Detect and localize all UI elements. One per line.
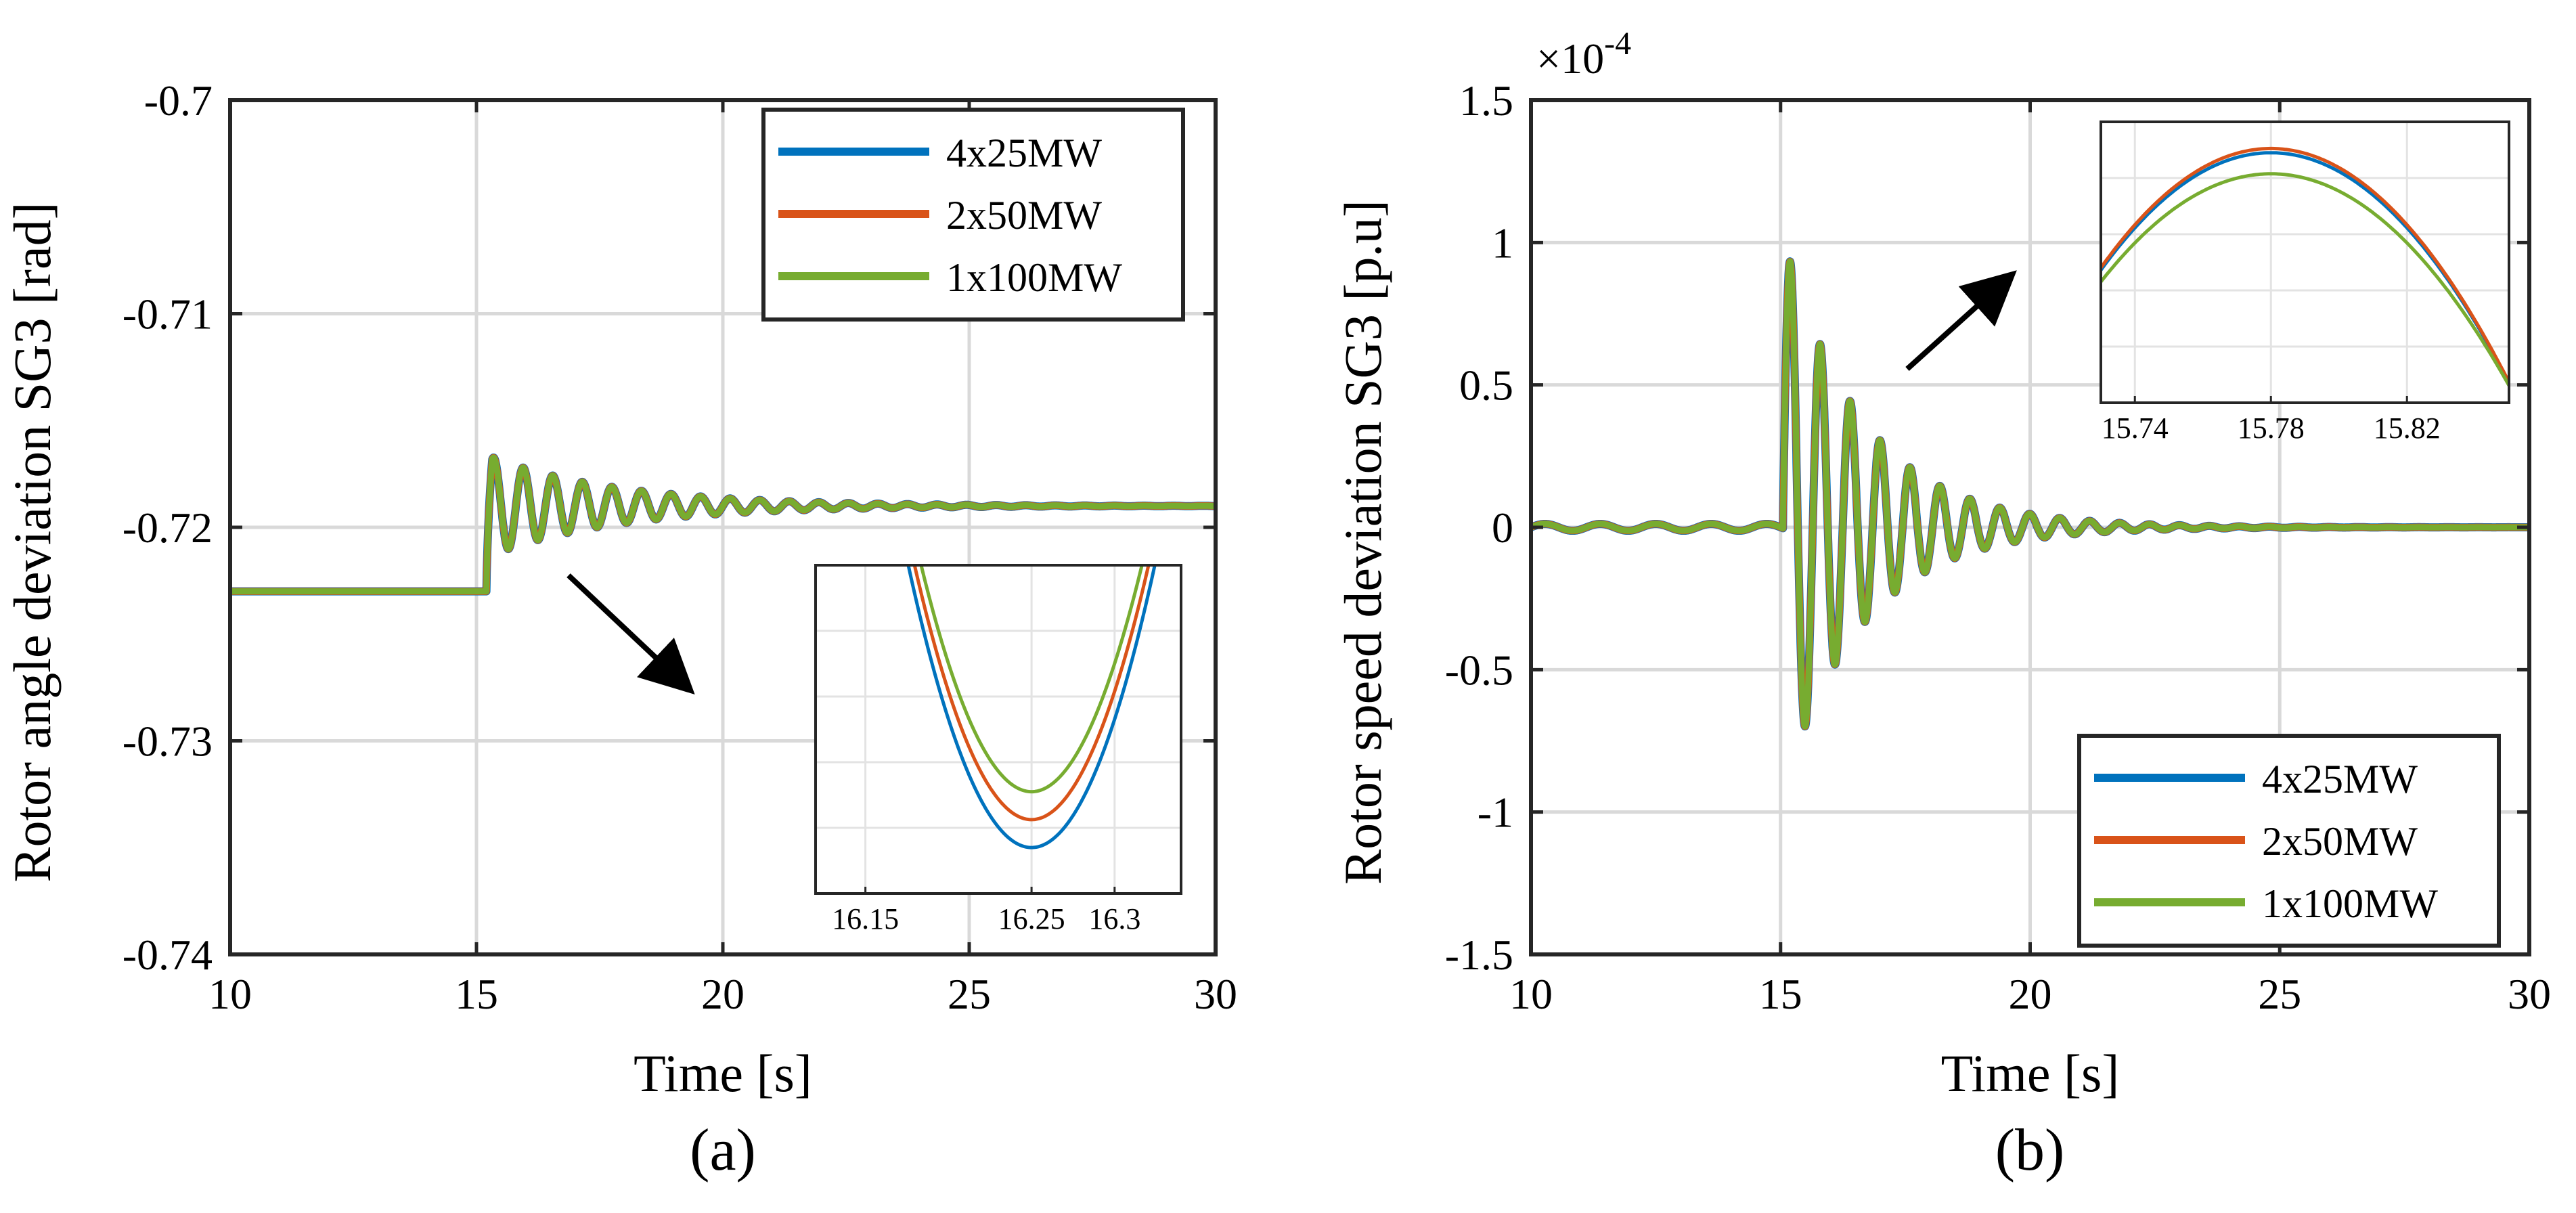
y-tick-label: 0.5 — [1459, 361, 1513, 410]
inset-box — [2100, 120, 2510, 404]
x-tick-label: 15 — [1759, 970, 1802, 1018]
y-tick-label: -1.5 — [1445, 931, 1513, 979]
x-tick-label: 20 — [2009, 970, 2052, 1018]
y-tick-label: -0.71 — [123, 290, 213, 338]
series-line-1x100MW — [230, 454, 1216, 595]
inset-series — [906, 565, 1157, 850]
inset-box — [814, 564, 1182, 895]
inset-plot-area — [816, 565, 1181, 894]
y-tick-label: -0.73 — [123, 718, 213, 766]
inset-x-tick-label: 16.3 — [1088, 902, 1140, 935]
inset-x-tick-label: 15.74 — [2102, 412, 2169, 445]
y-tick-label: -0.72 — [123, 504, 213, 552]
inset: 16.15 16.25 16.3 — [814, 564, 1182, 935]
inset-line-1x100MW — [2101, 172, 2509, 387]
legend-label: 1x100MW — [2262, 881, 2438, 926]
legend-label: 2x50MW — [946, 193, 1102, 238]
x-tick-label: 15 — [455, 970, 498, 1018]
y-exponent-label: ×10-4 — [1536, 26, 1631, 83]
y-tick-label: 0 — [1492, 504, 1513, 552]
y-tick-label: -0.7 — [144, 76, 213, 125]
x-tick-label: 20 — [701, 970, 745, 1018]
x-tick-label: 10 — [208, 970, 252, 1018]
inset-plot-area — [2101, 122, 2509, 403]
inset-line-1x100MW — [919, 565, 1144, 794]
x-tick-label: 25 — [2258, 970, 2301, 1018]
y-tick-label: 1.5 — [1459, 76, 1513, 125]
panel-a: 10 15 20 25 30 -0.74 -0.73 -0.72 -0.71 -0.7 Time [… — [3, 76, 1237, 1183]
series-lines — [1531, 257, 2529, 731]
inset-series — [2101, 146, 2509, 387]
x-tick-label: 30 — [1194, 970, 1237, 1018]
x-axis-label: Time [s] — [1941, 1044, 2120, 1103]
zoom-arrow — [1905, 270, 2017, 371]
y-tick-label: 1 — [1492, 219, 1513, 267]
inset-line-2x50MW — [2101, 146, 2509, 383]
tick-labels: 10 15 20 25 30 -0.74 -0.73 -0.72 -0.71 -0.7 — [123, 76, 1237, 1018]
x-tick-label: 30 — [2508, 970, 2551, 1018]
y-tick-label: -1 — [1478, 789, 1513, 837]
tick-labels: 10 15 20 25 30 -1.5 -1 -0.5 0 0.5 1 1.5 — [1445, 76, 2551, 1018]
series-lines — [230, 454, 1216, 596]
inset-x-tick-label: 15.78 — [2238, 412, 2305, 445]
zoom-arrow — [567, 573, 695, 694]
panel-label: (b) — [1995, 1118, 2065, 1183]
legend-label: 4x25MW — [946, 131, 1102, 175]
series-line-1x100MW — [1531, 258, 2529, 730]
inset-x-tick-label: 16.15 — [832, 902, 899, 935]
legend-label: 4x25MW — [2262, 757, 2418, 801]
legend: 4x25MW 2x50MW 1x100MW — [761, 108, 1185, 322]
x-axis-label: Time [s] — [634, 1044, 812, 1103]
y-axis-label: Rotor speed deviation SG3 [p.u] — [1333, 200, 1392, 885]
y-tick-label: -0.74 — [123, 931, 213, 979]
inset-line-4x25MW — [906, 565, 1157, 850]
legend-label: 2x50MW — [2262, 819, 2418, 864]
y-exponent-power: -4 — [1604, 26, 1631, 62]
panel-label: (a) — [690, 1118, 756, 1183]
inset-x-tick-label: 15.82 — [2374, 412, 2441, 445]
inset-line-2x50MW — [912, 565, 1151, 822]
inset-x-tick-label: 16.25 — [998, 902, 1065, 935]
legend: 4x25MW 2x50MW 1x100MW — [2077, 734, 2501, 948]
y-axis-label: Rotor angle deviation SG3 [rad] — [3, 202, 62, 882]
x-tick-label: 10 — [1509, 970, 1553, 1018]
legend-label: 1x100MW — [946, 255, 1122, 300]
panel-b: 10 15 20 25 30 -1.5 -1 -0.5 0 0.5 1 1.5 ×10-4 Time [s… — [1333, 26, 2551, 1183]
y-tick-label: -0.5 — [1445, 646, 1513, 694]
inset: 15.74 15.78 15.82 — [2100, 120, 2510, 445]
x-tick-label: 25 — [948, 970, 991, 1018]
